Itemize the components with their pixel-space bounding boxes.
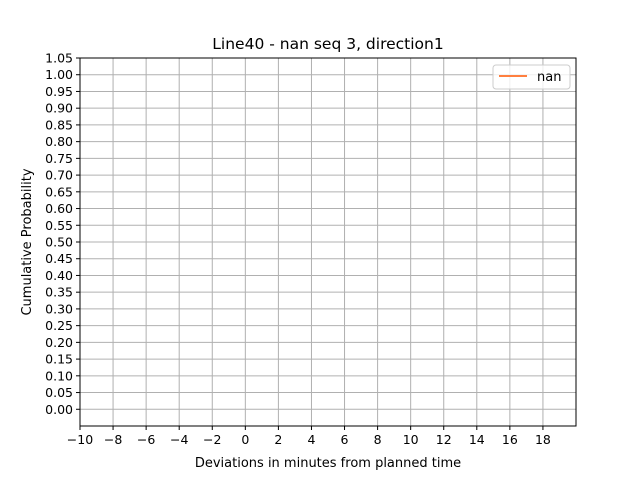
- x-tick-label: 14: [469, 432, 485, 447]
- y-tick-label: 0.30: [45, 301, 73, 316]
- y-tick-label: 0.15: [45, 352, 73, 367]
- grid-lines: [79, 57, 576, 426]
- y-tick-label: 0.55: [45, 218, 73, 233]
- x-tick-label: 10: [403, 432, 419, 447]
- y-tick-label: 0.75: [45, 151, 73, 166]
- legend-label-nan: nan: [537, 70, 561, 85]
- y-tick-label: 0.85: [45, 117, 73, 132]
- y-axis-label: Cumulative Probability: [20, 168, 35, 315]
- y-tick-label: 0.40: [45, 268, 73, 283]
- x-tick-label: 4: [307, 432, 315, 447]
- x-axis: −10 −8 −6 −4 −2 0 2 4 6 8 10 12 14 16 18: [67, 426, 551, 447]
- x-tick-label: −6: [137, 432, 155, 447]
- y-tick-label: 0.90: [45, 101, 73, 116]
- x-tick-label: 12: [436, 432, 452, 447]
- y-tick-label: 0.70: [45, 168, 73, 183]
- y-tick-label: 1.00: [45, 67, 73, 82]
- x-tick-label: 0: [241, 432, 249, 447]
- x-tick-label: −10: [67, 432, 93, 447]
- x-tick-label: 2: [274, 432, 282, 447]
- y-tick-label: 0.80: [45, 134, 73, 149]
- y-tick-label: 0.50: [45, 235, 73, 250]
- y-tick-label: 0.05: [45, 385, 73, 400]
- x-tick-label: 8: [374, 432, 382, 447]
- x-tick-label: 6: [341, 432, 349, 447]
- y-tick-label: 0.20: [45, 335, 73, 350]
- y-tick-label: 0.45: [45, 251, 73, 266]
- x-tick-label: −2: [203, 432, 221, 447]
- y-tick-label: 0.95: [45, 84, 73, 99]
- y-tick-label: 0.25: [45, 318, 73, 333]
- chart-title: Line40 - nan seq 3, direction1: [212, 35, 443, 53]
- x-tick-label: −4: [170, 432, 188, 447]
- y-tick-label: 0.10: [45, 368, 73, 383]
- x-tick-label: 16: [502, 432, 518, 447]
- x-axis-label: Deviations in minutes from planned time: [195, 456, 461, 471]
- legend-box: [492, 64, 571, 90]
- y-tick-label: 0.00: [45, 402, 73, 417]
- y-tick-label: 0.60: [45, 201, 73, 216]
- y-tick-label: 0.65: [45, 184, 73, 199]
- y-axis: 0.00 0.05 0.100.15 0.20 0.25 0.300.35 0.40 0.45…: [45, 51, 80, 417]
- x-tick-label: −8: [104, 432, 122, 447]
- y-tick-label: 0.35: [45, 285, 73, 300]
- y-tick-label: 1.05: [45, 51, 73, 66]
- legend: nan: [492, 64, 571, 90]
- x-tick-label: 18: [535, 432, 551, 447]
